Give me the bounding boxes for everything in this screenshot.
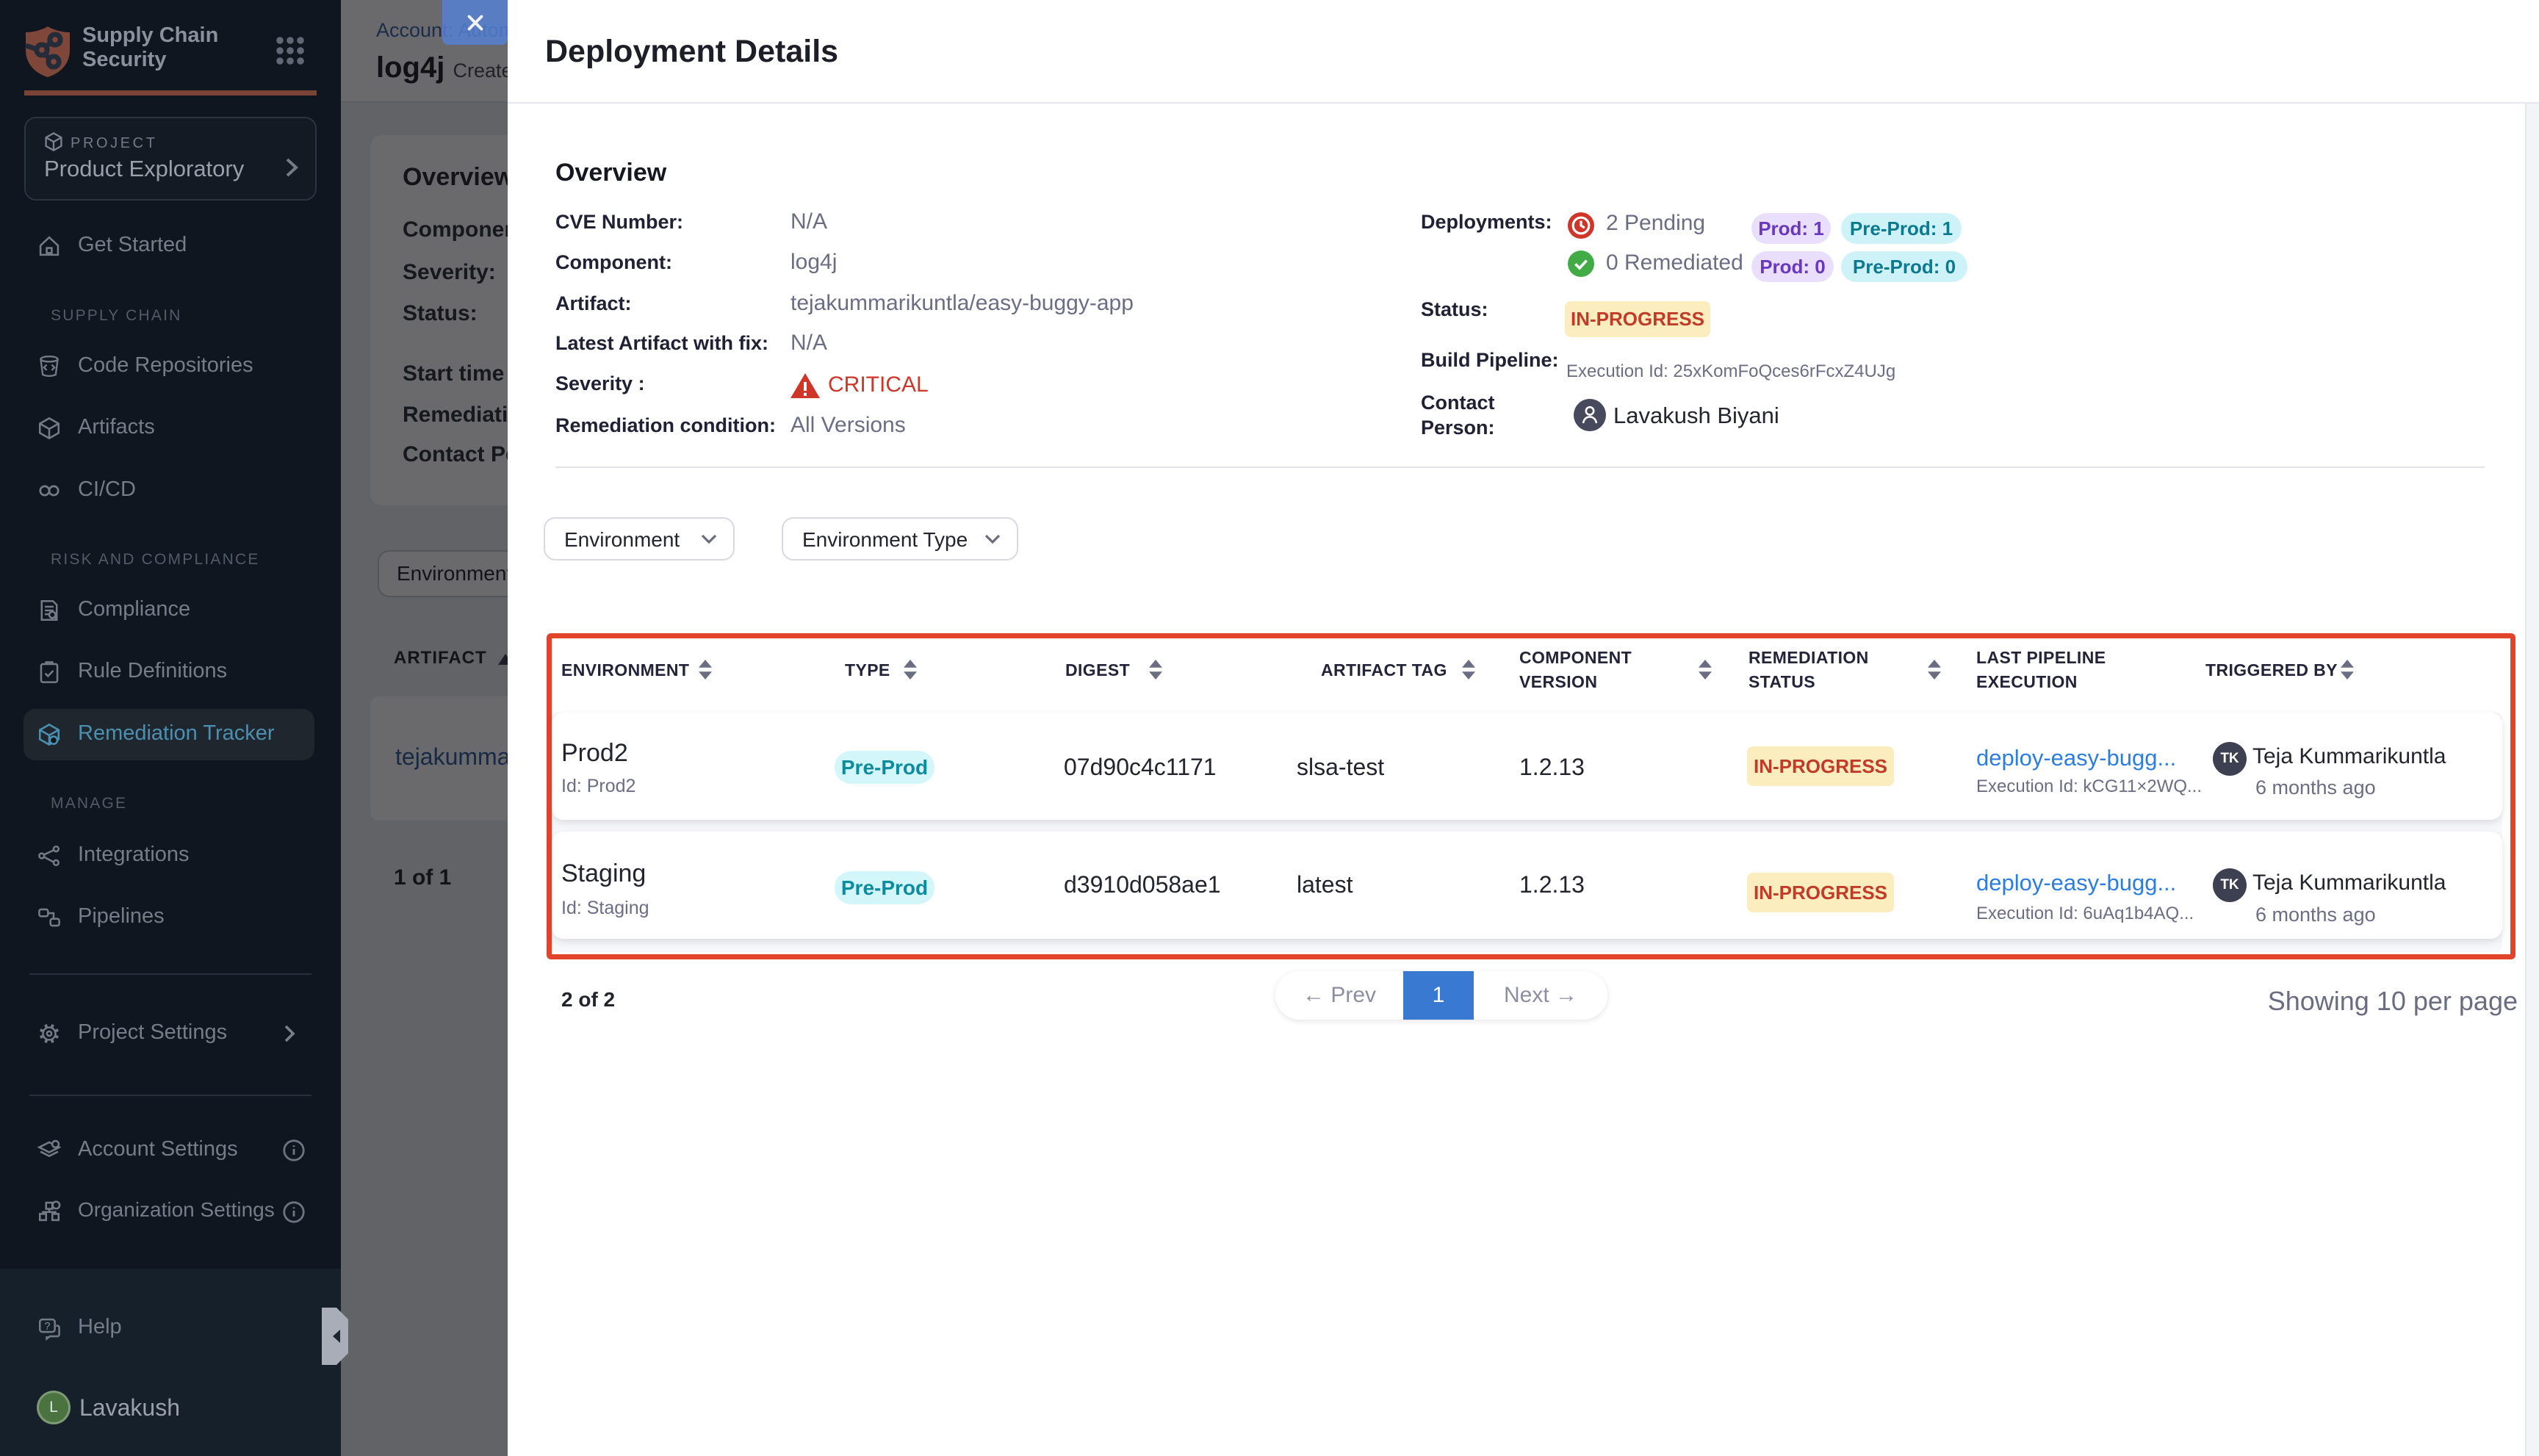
svg-text:?: ? bbox=[44, 1321, 50, 1333]
